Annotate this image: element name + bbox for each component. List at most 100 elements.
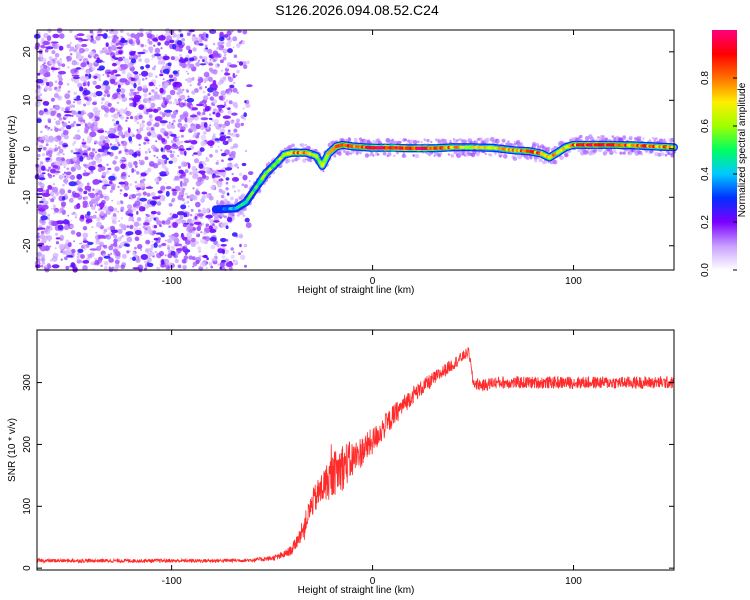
noise-speck [231,133,234,136]
noise-speck [190,214,193,217]
noise-speck [116,200,121,206]
noise-speck [146,68,149,71]
noise-speck [112,219,117,225]
noise-speck [195,190,200,196]
ridge-halo [601,135,605,139]
noise-speck [148,34,152,38]
noise-speck [230,146,234,150]
noise-speck [40,130,43,134]
noise-blob [115,120,120,125]
snr-x-tick-label: -100 [162,576,182,587]
noise-speck [121,253,127,259]
noise-blob [153,237,159,241]
noise-speck [72,136,76,140]
noise-speck [89,29,94,34]
noise-speck [132,54,139,60]
noise-speck [232,87,238,93]
noise-speck [102,60,105,63]
noise-blob [219,266,222,270]
noise-speck [154,47,161,54]
noise-speck [151,58,153,60]
noise-speck [90,261,95,266]
noise-speck [160,177,163,180]
noise-speck [80,66,85,71]
noise-blob [84,97,89,101]
noise-speck [77,55,82,60]
noise-speck [212,58,216,63]
ridge-halo [595,139,598,142]
noise-speck [222,175,226,178]
noise-speck [205,157,210,162]
noise-speck [192,47,197,52]
noise-speck [216,63,220,67]
noise-speck [183,177,189,184]
noise-speck [209,154,213,158]
ridge-halo [345,138,348,141]
noise-speck [235,74,238,77]
noise-speck [202,90,206,94]
noise-speck [122,56,125,59]
noise-blob [73,98,82,101]
ridge-halo [648,138,651,141]
noise-speck [62,173,65,176]
figure-title: S126.2026.094.08.52.C24 [275,2,439,18]
noise-speck [103,49,109,55]
noise-blob [52,33,60,39]
noise-speck [71,114,74,117]
noise-speck [150,102,156,108]
noise-speck [88,192,92,196]
noise-speck [110,45,117,51]
noise-speck [177,69,180,72]
noise-speck [113,207,118,212]
ridge-halo [353,137,358,142]
noise-speck [49,60,54,65]
noise-speck [196,132,201,136]
noise-speck [213,104,216,107]
noise-speck [196,111,201,116]
ridge-halo [267,161,270,164]
noise-blob [115,74,121,77]
noise-blob [152,38,159,42]
noise-speck [126,225,130,228]
noise-speck [102,73,105,76]
noise-speck [69,174,76,180]
noise-speck [228,100,233,105]
noise-blob [81,43,88,48]
noise-speck [171,123,174,126]
ridge-halo [399,141,402,144]
noise-speck [192,134,196,138]
noise-speck [243,243,248,248]
noise-blob [50,168,56,174]
noise-speck [179,175,183,179]
noise-blob [35,78,44,84]
noise-speck [65,265,70,270]
ridge-halo [538,158,543,163]
noise-speck [139,182,146,189]
noise-blob [190,140,198,145]
noise-speck [190,208,194,212]
noise-speck [172,119,176,123]
noise-speck [82,232,89,239]
noise-speck [83,169,87,173]
noise-blob [196,103,204,107]
noise-speck [231,185,236,189]
snr-x-tick-label: 100 [565,576,582,587]
noise-blob [145,64,151,69]
ridge-halo [393,154,396,157]
noise-speck [50,97,55,102]
noise-blob [226,216,233,222]
noise-speck [120,206,125,211]
noise-speck [120,200,123,203]
noise-speck [168,225,171,228]
noise-speck [215,161,219,165]
noise-speck [118,220,121,223]
noise-blob [145,186,154,189]
noise-speck [189,84,192,87]
noise-blob [75,37,83,41]
noise-speck [148,46,154,52]
noise-blob [108,175,116,181]
noise-speck [147,218,152,223]
noise-blob [154,116,163,122]
noise-speck [98,140,104,146]
noise-speck [162,78,165,81]
